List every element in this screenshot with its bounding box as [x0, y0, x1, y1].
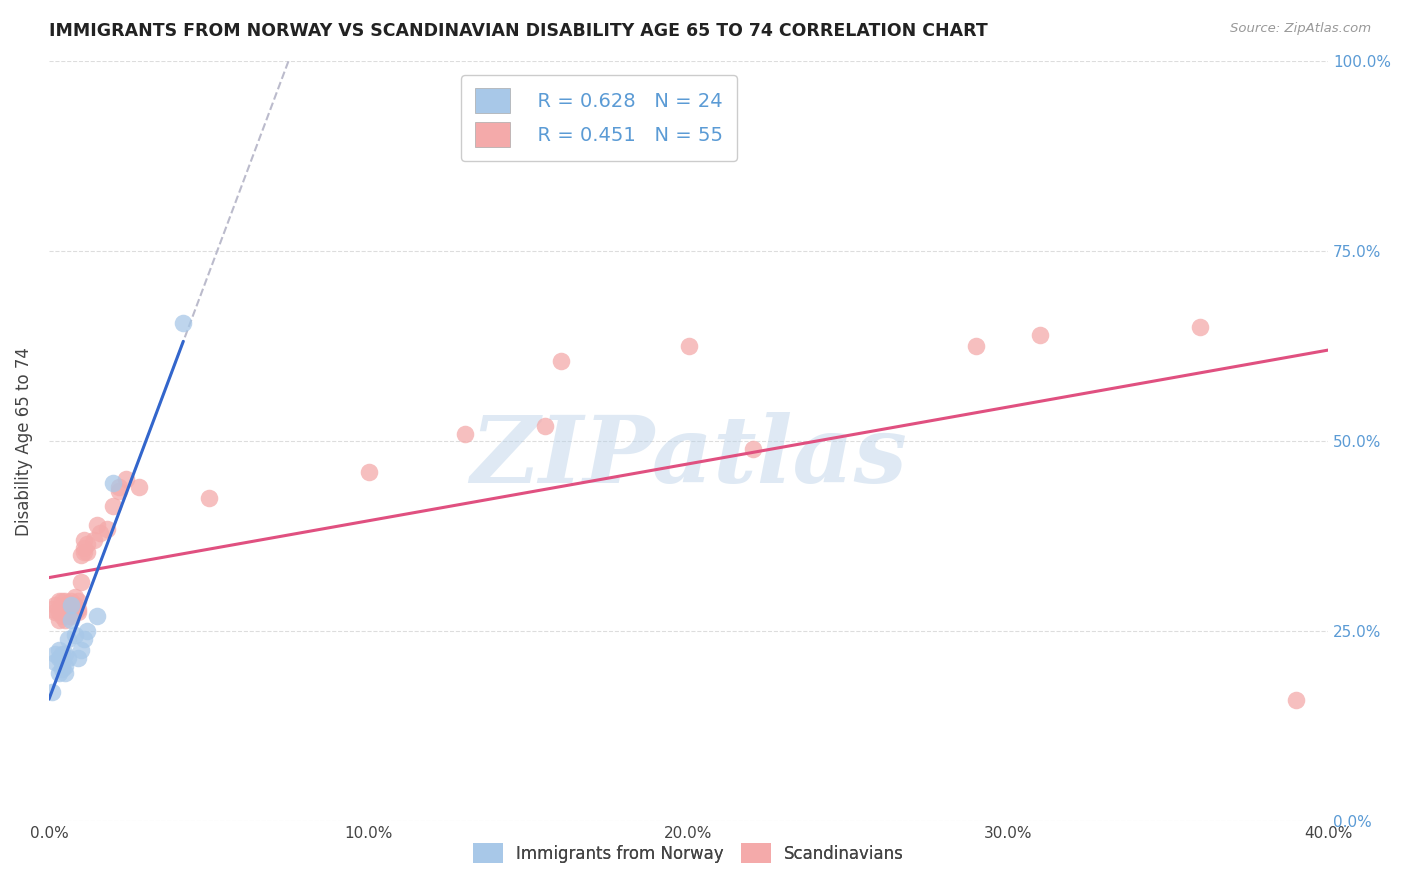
- Point: [60, 594, 83, 608]
- Point: [44, 655, 66, 669]
- Point: [101, 476, 124, 491]
- Point: [53, 613, 76, 627]
- Point: [53, 647, 76, 661]
- Point: [53, 594, 76, 608]
- Point: [41, 601, 63, 615]
- Point: [51, 601, 73, 615]
- Point: [51, 655, 73, 669]
- Point: [70, 574, 93, 589]
- Point: [89, 525, 111, 540]
- Point: [1285, 693, 1308, 707]
- Point: [128, 480, 150, 494]
- Point: [56, 609, 79, 624]
- Point: [44, 606, 66, 620]
- Point: [70, 643, 93, 657]
- Point: [678, 339, 700, 353]
- Point: [53, 666, 76, 681]
- Point: [357, 465, 380, 479]
- Point: [86, 609, 108, 624]
- Point: [53, 598, 76, 612]
- Point: [51, 647, 73, 661]
- Point: [533, 419, 555, 434]
- Point: [73, 632, 96, 646]
- Point: [48, 651, 70, 665]
- Text: ZIPatlas: ZIPatlas: [470, 411, 907, 501]
- Point: [60, 613, 83, 627]
- Point: [51, 609, 73, 624]
- Point: [60, 598, 83, 612]
- Point: [66, 606, 89, 620]
- Point: [44, 598, 66, 612]
- Point: [48, 613, 70, 627]
- Point: [53, 658, 76, 673]
- Point: [101, 499, 124, 513]
- Point: [73, 541, 96, 555]
- Point: [198, 491, 221, 506]
- Point: [1029, 327, 1052, 342]
- Point: [66, 601, 89, 615]
- Point: [56, 601, 79, 615]
- Point: [63, 628, 86, 642]
- Point: [51, 662, 73, 676]
- Point: [741, 442, 763, 456]
- Point: [66, 651, 89, 665]
- Point: [63, 598, 86, 612]
- Point: [73, 533, 96, 548]
- Point: [56, 598, 79, 612]
- Point: [96, 522, 118, 536]
- Point: [70, 549, 93, 563]
- Point: [76, 624, 98, 639]
- Point: [51, 606, 73, 620]
- Point: [56, 632, 79, 646]
- Text: Source: ZipAtlas.com: Source: ZipAtlas.com: [1230, 22, 1371, 36]
- Point: [60, 609, 83, 624]
- Point: [86, 517, 108, 532]
- Point: [108, 480, 131, 494]
- Point: [56, 606, 79, 620]
- Point: [108, 483, 131, 498]
- Point: [41, 685, 63, 699]
- Point: [550, 354, 572, 368]
- Point: [172, 317, 194, 331]
- Point: [48, 666, 70, 681]
- Point: [454, 426, 477, 441]
- Point: [83, 533, 105, 548]
- Point: [60, 601, 83, 615]
- Point: [63, 590, 86, 604]
- Point: [1189, 320, 1212, 334]
- Point: [965, 339, 987, 353]
- Point: [48, 643, 70, 657]
- Point: [53, 606, 76, 620]
- Point: [44, 647, 66, 661]
- Y-axis label: Disability Age 65 to 74: Disability Age 65 to 74: [15, 347, 32, 536]
- Point: [73, 544, 96, 558]
- Point: [53, 601, 76, 615]
- Legend: Immigrants from Norway, Scandinavians: Immigrants from Norway, Scandinavians: [467, 837, 911, 871]
- Point: [76, 544, 98, 558]
- Point: [114, 472, 136, 486]
- Point: [48, 594, 70, 608]
- Point: [63, 606, 86, 620]
- Point: [66, 594, 89, 608]
- Point: [51, 594, 73, 608]
- Point: [76, 537, 98, 551]
- Text: IMMIGRANTS FROM NORWAY VS SCANDINAVIAN DISABILITY AGE 65 TO 74 CORRELATION CHART: IMMIGRANTS FROM NORWAY VS SCANDINAVIAN D…: [49, 22, 988, 40]
- Point: [48, 606, 70, 620]
- Point: [56, 651, 79, 665]
